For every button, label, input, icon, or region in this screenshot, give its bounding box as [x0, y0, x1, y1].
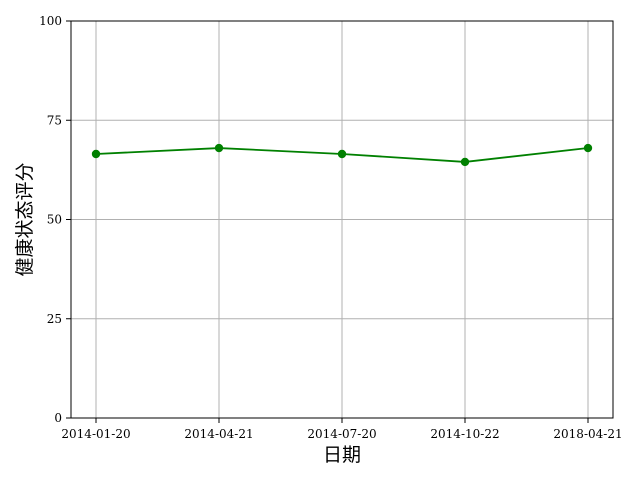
y-axis-title: 健康状态评分	[14, 162, 36, 276]
data-point	[91, 149, 101, 159]
x-tick-label: 2018-04-21	[553, 427, 622, 441]
data-point	[214, 143, 224, 153]
x-tick-label: 2014-10-22	[430, 427, 499, 441]
x-tick-label: 2014-07-20	[307, 427, 376, 441]
data-series	[91, 143, 593, 167]
x-axis-title: 日期	[323, 444, 361, 466]
y-tick-label: 100	[39, 14, 62, 28]
data-point	[583, 143, 593, 153]
x-tick-label: 2014-04-21	[184, 427, 253, 441]
data-point	[337, 149, 347, 159]
x-tick-label: 2014-01-20	[61, 427, 130, 441]
y-tick-label: 0	[54, 411, 62, 425]
axis-ticks: 2014-01-20 2014-04-21 2014-07-20 2014-10-22…	[39, 14, 623, 441]
y-tick-label: 25	[47, 312, 62, 326]
y-tick-label: 75	[47, 113, 62, 127]
data-point	[460, 157, 470, 167]
y-tick-label: 50	[47, 213, 62, 227]
